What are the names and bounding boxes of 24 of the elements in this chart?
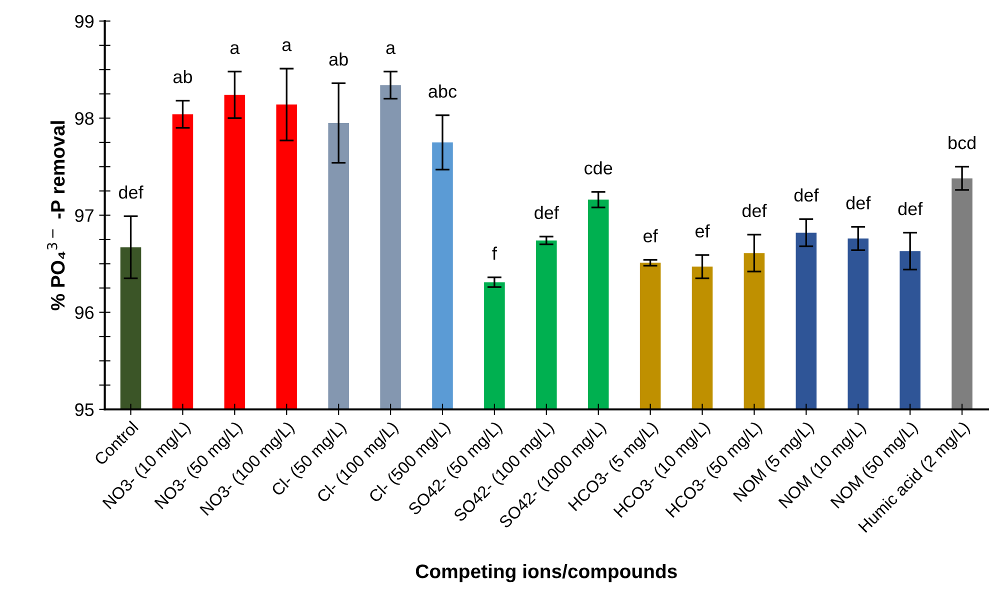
annotation: def [534,206,559,220]
annotation: f [492,246,497,260]
annotation: a [282,41,292,52]
annotation: def [794,188,819,202]
annotation: ab [329,52,348,66]
y-tick-label: 98 [75,112,94,125]
y-axis-title: % PO₄$^{3−}$ -P removal [47,121,66,310]
y-tick-label: 97 [75,209,94,222]
annotation: def [118,185,144,199]
annotation: ef [696,224,710,238]
y-tick-label: 95 [75,403,94,416]
annotation: bcd [948,136,976,150]
x-axis-title: Competing ions/compounds [416,564,677,582]
y-tick-label: 96 [75,306,94,320]
annotation: def [742,204,767,218]
annotation: a [386,44,396,54]
annotation: ab [173,70,192,84]
annotation: abc [428,84,457,98]
annotation: cde [584,161,612,174]
y-tick-label: 99 [75,15,94,28]
annotation: def [846,196,871,210]
annotation: a [230,44,240,54]
annotation: def [898,202,923,216]
annotation: ef [644,229,658,242]
